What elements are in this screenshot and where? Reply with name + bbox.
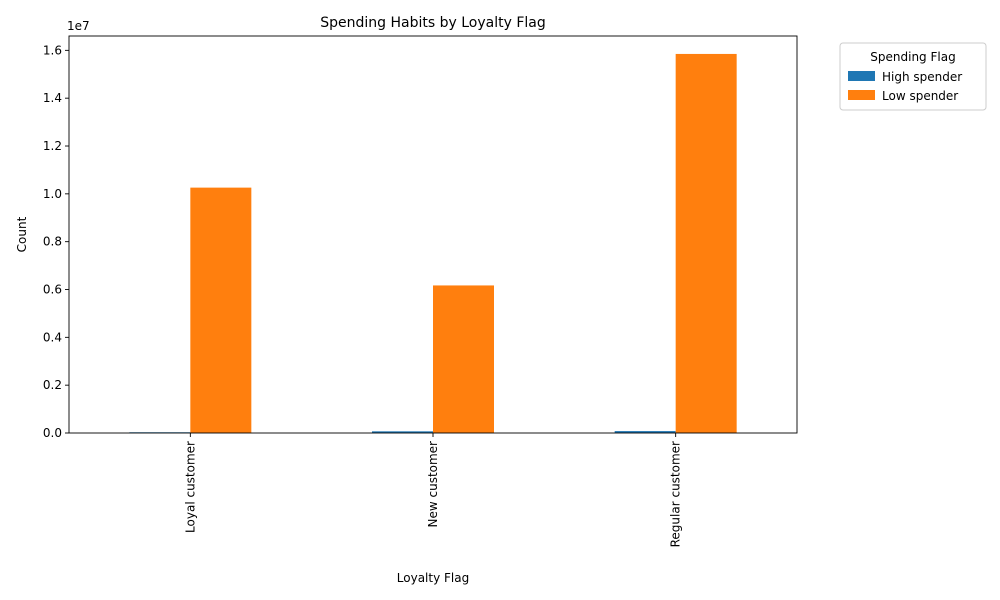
legend: Spending Flag High spender Low spender	[839, 42, 987, 111]
bar-low-spender-loyal-customer	[190, 187, 252, 433]
y-tick-label: 1.6	[43, 43, 62, 57]
legend-swatch	[848, 90, 875, 100]
y-tick-label: 0.2	[43, 378, 62, 392]
x-axis: Loyal customer New customer Regular custom…	[183, 433, 683, 547]
y-tick-label: 1.4	[43, 91, 62, 105]
y-axis-label: Count	[15, 216, 29, 252]
legend-entry: Low spender	[882, 89, 958, 103]
chart-title: Spending Habits by Loyalty Flag	[320, 15, 546, 31]
y-offset-label: 1e7	[67, 19, 90, 33]
y-tick-label: 0.4	[43, 330, 62, 344]
legend-swatch	[848, 71, 875, 81]
bar-low-spender-new-customer	[433, 285, 494, 433]
legend-entry: High spender	[882, 70, 962, 84]
legend-title: Spending Flag	[870, 50, 955, 64]
y-tick-label: 0.0	[43, 426, 62, 440]
y-tick-label: 0.6	[43, 283, 62, 297]
y-tick-label: 0.8	[43, 235, 62, 249]
y-axis: 0.0 0.2 0.4 0.6 0.8 1.0 1.2 1.4 1.6	[43, 43, 69, 440]
y-tick-label: 1.2	[43, 139, 62, 153]
bar-low-spender-regular-customer	[675, 53, 737, 434]
y-tick-label: 1.0	[43, 187, 62, 201]
bar-high-spender-regular-customer	[614, 431, 676, 433]
x-tick-label: Regular customer	[669, 441, 683, 547]
plot-area	[68, 35, 798, 434]
x-tick-label: Loyal customer	[183, 441, 197, 533]
x-axis-label: Loyalty Flag	[397, 571, 469, 585]
bar-high-spender-new-customer	[372, 431, 433, 433]
x-tick-label: New customer	[426, 441, 440, 528]
legend-box	[839, 42, 987, 111]
